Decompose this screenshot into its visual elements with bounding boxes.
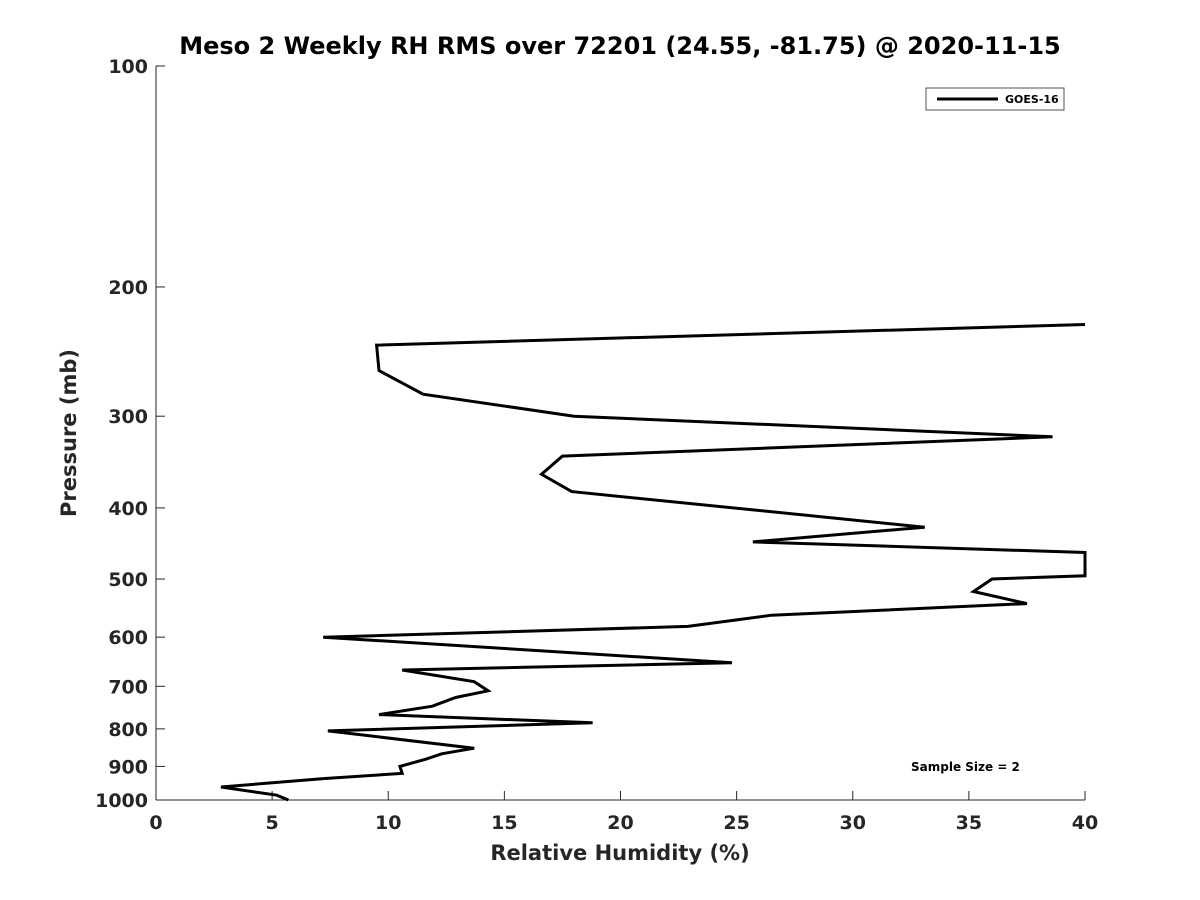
y-tick-label: 200 <box>108 277 148 299</box>
x-tick-label: 25 <box>723 812 749 834</box>
legend-label: GOES-16 <box>1005 93 1059 106</box>
sample-size-annotation: Sample Size = 2 <box>911 760 1020 774</box>
y-tick-label: 900 <box>108 756 148 778</box>
x-tick-label: 10 <box>375 812 401 834</box>
x-tick-label: 5 <box>266 812 279 834</box>
legend: GOES-16 <box>925 87 1065 111</box>
x-tick-label: 20 <box>607 812 633 834</box>
y-ticks: 100 200 300 400 500 600 700 800 900 1000 <box>95 56 165 812</box>
series-line-goes-16 <box>220 323 1087 802</box>
y-tick-label: 600 <box>108 627 148 649</box>
x-axis-label: Relative Humidity (%) <box>490 841 749 865</box>
x-tick-label: 15 <box>491 812 517 834</box>
x-tick-label: 35 <box>956 812 982 834</box>
y-tick-label: 500 <box>108 569 148 591</box>
x-ticks: 0 5 10 15 20 25 30 35 40 <box>149 791 1098 834</box>
y-tick-label: 100 <box>108 56 148 78</box>
x-tick-label: 40 <box>1072 812 1098 834</box>
x-tick-label: 0 <box>149 812 162 834</box>
y-tick-label: 400 <box>108 498 148 520</box>
y-axis-label: Pressure (mb) <box>57 349 81 517</box>
y-tick-label: 800 <box>108 719 148 741</box>
series-group <box>220 323 1087 802</box>
x-tick-label: 30 <box>840 812 866 834</box>
chart-title: Meso 2 Weekly RH RMS over 72201 (24.55, … <box>179 32 1061 60</box>
y-tick-label: 300 <box>108 406 148 428</box>
y-tick-label: 700 <box>108 676 148 698</box>
y-tick-label: 1000 <box>95 790 148 812</box>
